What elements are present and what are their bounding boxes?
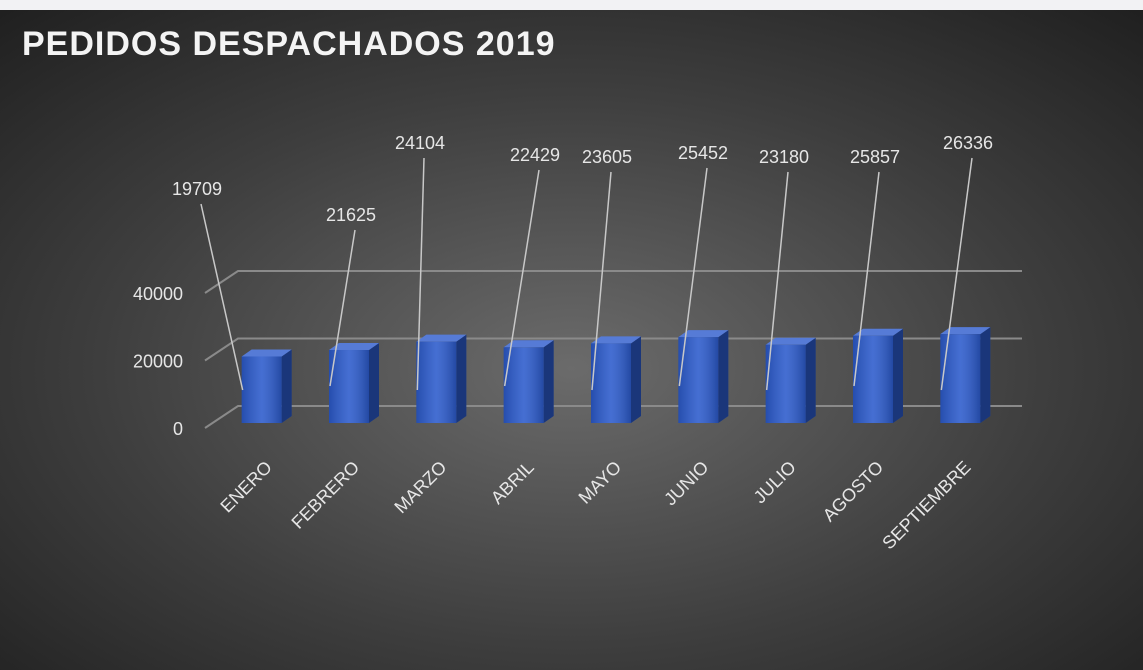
bar-side-shade [893, 328, 903, 423]
leader-line [200, 203, 244, 391]
bar-top-shade [853, 328, 903, 336]
leader-line [678, 167, 708, 387]
bar-side-shade [543, 340, 554, 423]
leader-line [853, 171, 880, 387]
grid-line [204, 270, 1022, 294]
grid-line [204, 337, 1022, 362]
bar-side [369, 343, 379, 423]
data-label: 22429 [510, 145, 560, 165]
bar-side-shade [980, 327, 991, 423]
leader-line [329, 229, 356, 387]
data-label: 25857 [850, 147, 900, 167]
data-label: 26336 [943, 133, 993, 153]
leader-line [503, 169, 540, 387]
bar-top [678, 330, 729, 338]
bar-top-shade [765, 337, 816, 345]
bar-top [241, 349, 292, 357]
bar-side [543, 340, 554, 423]
bar-shine [591, 343, 631, 423]
bar-top-shade [678, 330, 729, 338]
bar-side [805, 337, 816, 423]
y-tick-label: 40000 [133, 284, 183, 304]
bar-shine [329, 350, 369, 423]
leader-line [940, 157, 973, 391]
bar-top [416, 334, 467, 342]
bar-side [281, 349, 292, 423]
top-strip [0, 0, 1143, 10]
data-label: 21625 [326, 205, 376, 225]
bar-shine [678, 337, 719, 423]
data-label: 23180 [759, 147, 809, 167]
grid-line [204, 405, 1022, 429]
bar-top-shade [591, 336, 641, 344]
bar-top [591, 336, 641, 344]
data-label: 24104 [395, 133, 445, 153]
bar-side-shade [718, 330, 729, 423]
bar-top [329, 343, 379, 351]
bar-side [893, 328, 903, 423]
bar-shine [503, 347, 544, 423]
bar-top-shade [329, 343, 379, 351]
bar-shine [241, 356, 282, 423]
bar-side-shade [281, 349, 292, 423]
bar-side-shade [369, 343, 379, 423]
bar-top-shade [503, 340, 554, 348]
bar-side [456, 334, 467, 423]
bar-side [980, 327, 991, 423]
data-label: 23605 [582, 147, 632, 167]
data-label: 25452 [678, 143, 728, 163]
bar-shine [416, 341, 457, 423]
leader-line [416, 157, 425, 391]
bar-shine [765, 344, 806, 423]
bar-side [718, 330, 729, 423]
y-tick-label: 20000 [133, 351, 183, 371]
leader-line [591, 171, 612, 391]
bar-side-shade [631, 336, 641, 423]
bar-top-shade [241, 349, 292, 357]
data-label: 19709 [172, 179, 222, 199]
bar-top-shade [940, 327, 991, 335]
leader-line [765, 171, 789, 391]
bar-side [631, 336, 641, 423]
bar-top [940, 327, 991, 335]
bar-shine [853, 335, 893, 423]
chart-title: PEDIDOS DESPACHADOS 2019 [22, 25, 556, 63]
bar-top [765, 337, 816, 345]
bar-top [503, 340, 554, 348]
bar-side-shade [456, 334, 467, 423]
y-tick-label: 0 [173, 419, 183, 439]
bar-top [853, 328, 903, 336]
bar-side-shade [805, 337, 816, 423]
bar-top-shade [416, 334, 467, 342]
